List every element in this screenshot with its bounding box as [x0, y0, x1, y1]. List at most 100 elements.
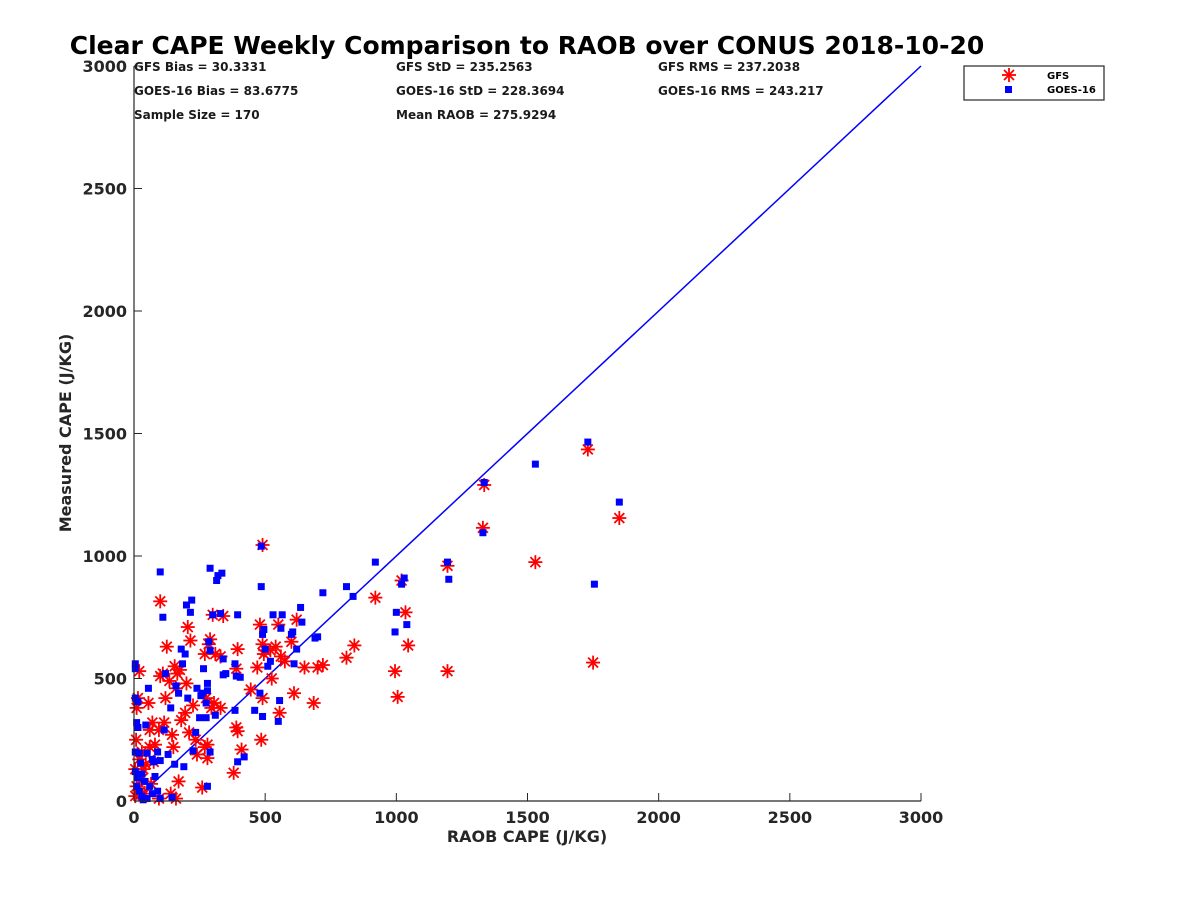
goes-point	[531, 460, 539, 468]
gfs-point	[398, 605, 413, 620]
goes-point	[257, 542, 265, 550]
goes-bias-text: GOES-16 Bias = 83.6775	[134, 84, 298, 98]
goes-point	[206, 646, 214, 654]
gfs-point	[264, 671, 279, 686]
goes-point	[319, 589, 327, 597]
goes-point	[217, 610, 225, 618]
gfs-point	[234, 742, 249, 757]
sample-size-text: Sample Size = 170	[134, 108, 260, 122]
gfs-std-text: GFS StD = 235.2563	[396, 60, 533, 74]
y-tick-label: 0	[116, 792, 127, 811]
goes-point	[189, 747, 197, 755]
series-goes-16	[131, 438, 623, 804]
goes-point	[480, 479, 488, 486]
goes-point	[154, 787, 162, 795]
goes-point	[133, 782, 141, 790]
gfs-bias-text: GFS Bias = 30.3331	[134, 60, 266, 74]
stats-block: GFS Bias = 30.3331 GFS StD = 235.2563 GF…	[134, 60, 824, 122]
goes-point	[160, 726, 168, 734]
goes-point	[171, 760, 179, 768]
goes-point	[240, 753, 248, 761]
goes-point	[342, 583, 350, 591]
goes-point	[293, 645, 301, 653]
y-tick-label: 1500	[82, 425, 127, 444]
mean-raob-text: Mean RAOB = 275.9294	[396, 108, 556, 122]
legend-box	[963, 65, 1105, 101]
goes-point	[177, 645, 185, 653]
goes-point	[290, 660, 298, 668]
gfs-point	[213, 700, 228, 715]
goes-point	[259, 712, 267, 720]
goes-point	[148, 790, 156, 798]
legend-goes-square-icon	[1005, 86, 1012, 93]
x-axis-label: RAOB CAPE (J/KG)	[447, 827, 607, 846]
gfs-point	[230, 724, 245, 739]
legend-gfs-asterisk-icon	[1002, 68, 1016, 82]
gfs-point	[612, 511, 627, 526]
goes-point	[266, 657, 274, 665]
gfs-point	[528, 555, 543, 570]
goes-point	[349, 592, 357, 600]
goes-point	[234, 611, 242, 619]
gfs-point	[207, 696, 222, 710]
goes-point	[231, 660, 239, 668]
goes-point	[398, 580, 406, 588]
gfs-point	[256, 647, 271, 661]
goes-point	[260, 626, 268, 633]
goes-point	[131, 768, 139, 776]
gfs-point	[277, 654, 292, 669]
y-ticks: 0 500 1000 1500 2000 2500 3000	[82, 57, 142, 811]
goes-point	[186, 608, 194, 616]
gfs-point	[166, 740, 181, 755]
x-tick-label: 500	[248, 808, 281, 827]
gfs-point	[230, 642, 245, 657]
gfs-point	[250, 660, 265, 675]
goes-point	[274, 717, 282, 725]
goes-point	[131, 748, 139, 756]
goes-point	[269, 611, 277, 619]
goes-point	[278, 611, 286, 619]
goes-point	[142, 721, 150, 729]
goes-point	[202, 714, 210, 722]
y-tick-label: 2500	[82, 180, 127, 199]
goes-point	[298, 618, 306, 626]
goes-point	[403, 621, 411, 629]
goes-point	[276, 697, 284, 705]
goes-point	[131, 694, 139, 702]
goes-point	[134, 698, 142, 706]
gfs-point	[174, 713, 189, 728]
goes-point	[251, 706, 259, 714]
goes-point	[134, 724, 142, 731]
goes-point	[196, 714, 204, 722]
gfs-point	[347, 638, 362, 653]
goes-point	[236, 673, 244, 681]
gfs-point	[287, 686, 302, 701]
goes-point	[182, 601, 190, 609]
goes-point	[203, 687, 211, 695]
goes-point	[203, 679, 211, 687]
x-tick-label: 2000	[636, 808, 681, 827]
goes-point	[156, 568, 164, 576]
gfs-rms-text: GFS RMS = 237.2038	[658, 60, 800, 74]
goes-point	[156, 795, 164, 803]
gfs-point	[171, 774, 186, 789]
goes-point	[134, 774, 142, 782]
goes-point	[188, 596, 196, 604]
gfs-point	[339, 650, 354, 665]
goes-point	[219, 655, 227, 663]
goes-point	[180, 763, 188, 771]
goes-rms-text: GOES-16 RMS = 243.217	[658, 84, 824, 98]
y-tick-label: 2000	[82, 302, 127, 321]
goes-point	[135, 749, 143, 757]
goes-point	[131, 665, 139, 673]
gfs-point	[226, 765, 241, 780]
gfs-point	[243, 682, 258, 697]
goes-point	[391, 628, 399, 636]
goes-point	[133, 719, 141, 727]
y-axis-label: Measured CAPE (J/KG)	[56, 334, 75, 533]
goes-point	[259, 630, 267, 638]
goes-std-text: GOES-16 StD = 228.3694	[396, 84, 565, 98]
goes-point	[175, 689, 183, 697]
goes-point	[135, 787, 143, 795]
